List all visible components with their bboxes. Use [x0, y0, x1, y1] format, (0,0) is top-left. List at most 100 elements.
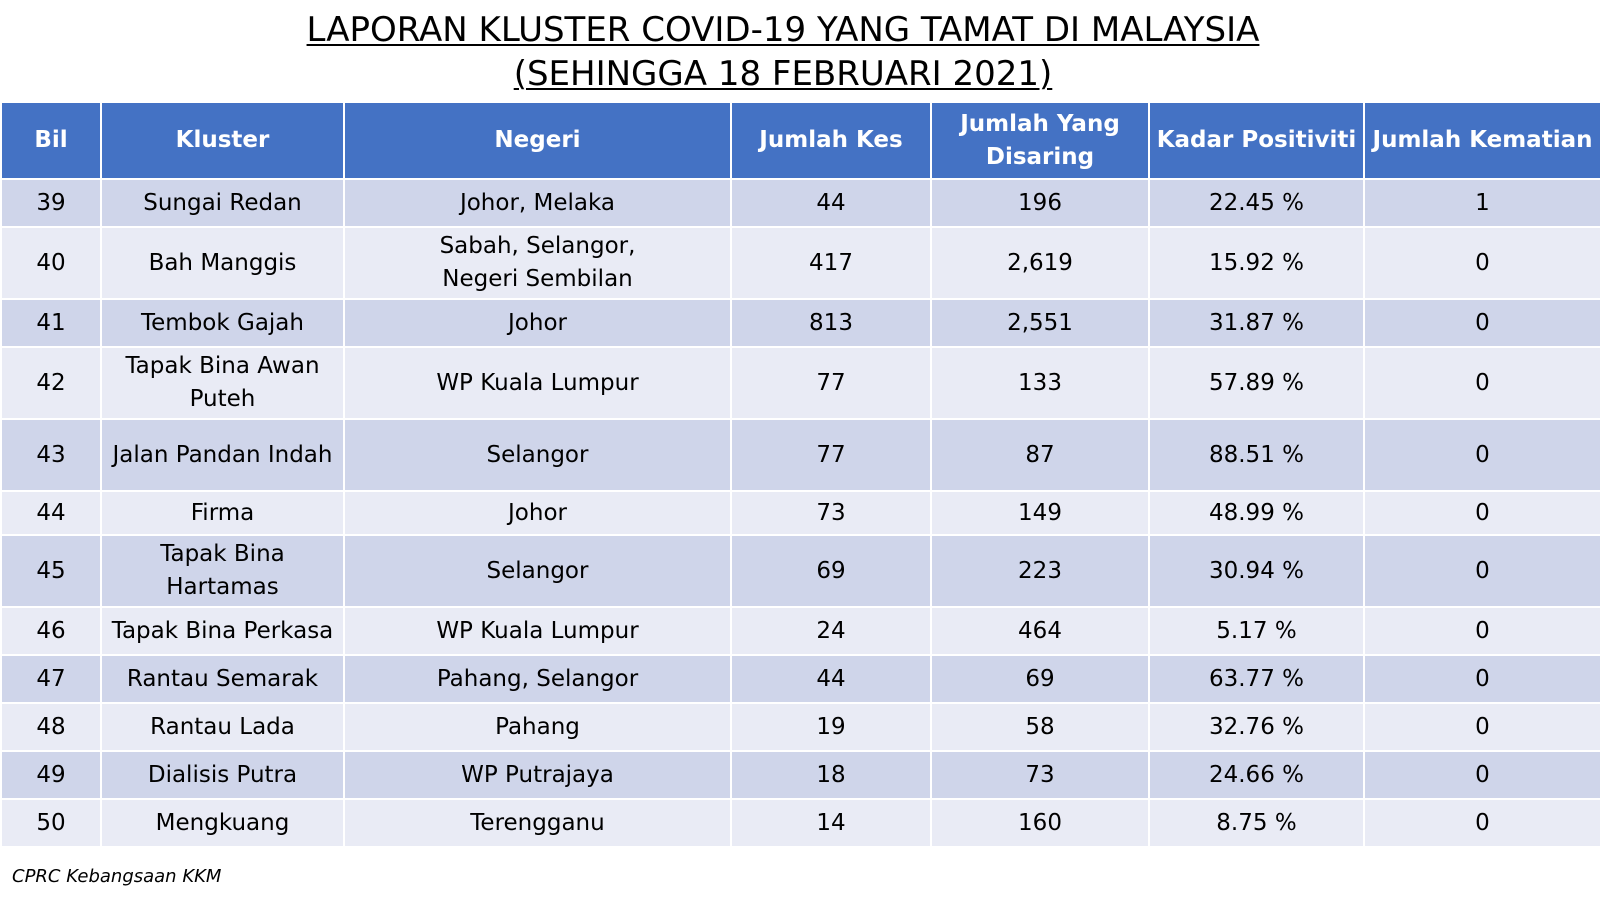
cell-kluster: Tapak Bina Awan Puteh	[100, 346, 345, 420]
cell-kadar-positiviti: 5.17 %	[1148, 606, 1365, 656]
cell-jumlah-kematian: 0	[1363, 490, 1600, 536]
cell-negeri: Terengganu	[343, 798, 732, 848]
cell-kluster: Bah Manggis	[100, 226, 345, 300]
cell-jumlah-kes: 44	[730, 178, 932, 228]
header-kluster: Kluster	[100, 101, 345, 180]
cell-bil: 43	[0, 418, 102, 492]
header-kadar-positiviti: Kadar Positiviti	[1148, 101, 1365, 180]
table-row: 42 Tapak Bina Awan Puteh WP Kuala Lumpur…	[0, 346, 1600, 420]
table-row: 49 Dialisis Putra WP Putrajaya 18 73 24.…	[0, 750, 1600, 800]
header-jumlah-disaring: Jumlah Yang Disaring	[930, 101, 1150, 180]
table-row: 46 Tapak Bina Perkasa WP Kuala Lumpur 24…	[0, 606, 1600, 656]
cell-jumlah-kes: 44	[730, 654, 932, 704]
table-row: 48 Rantau Lada Pahang 19 58 32.76 % 0	[0, 702, 1600, 752]
cell-jumlah-kematian: 0	[1363, 702, 1600, 752]
cell-bil: 40	[0, 226, 102, 300]
cell-negeri: Sabah, Selangor, Negeri Sembilan	[343, 226, 732, 300]
header-jumlah-kes: Jumlah Kes	[730, 101, 932, 180]
title-line-2: (SEHINGGA 18 FEBRUARI 2021)	[513, 54, 1053, 94]
cell-bil: 50	[0, 798, 102, 848]
table-row: 41 Tembok Gajah Johor 813 2,551 31.87 % …	[0, 298, 1600, 348]
cell-bil: 44	[0, 490, 102, 536]
table-row: 43 Jalan Pandan Indah Selangor 77 87 88.…	[0, 418, 1600, 492]
cell-kadar-positiviti: 32.76 %	[1148, 702, 1365, 752]
cell-kluster: Firma	[100, 490, 345, 536]
table-row: 47 Rantau Semarak Pahang, Selangor 44 69…	[0, 654, 1600, 704]
cell-kadar-positiviti: 15.92 %	[1148, 226, 1365, 300]
cell-kadar-positiviti: 8.75 %	[1148, 798, 1365, 848]
cell-negeri: Johor	[343, 298, 732, 348]
page-title: LAPORAN KLUSTER COVID-19 YANG TAMAT DI M…	[0, 8, 1566, 96]
cell-kluster: Dialisis Putra	[100, 750, 345, 800]
cell-jumlah-kes: 69	[730, 534, 932, 608]
cell-jumlah-disaring: 87	[930, 418, 1150, 492]
cell-negeri: Johor	[343, 490, 732, 536]
cell-jumlah-disaring: 2,551	[930, 298, 1150, 348]
table-row: 39 Sungai Redan Johor, Melaka 44 196 22.…	[0, 178, 1600, 228]
table-row: 44 Firma Johor 73 149 48.99 % 0	[0, 490, 1600, 536]
cell-jumlah-kematian: 0	[1363, 346, 1600, 420]
cell-jumlah-kes: 813	[730, 298, 932, 348]
cell-bil: 45	[0, 534, 102, 608]
cell-kadar-positiviti: 24.66 %	[1148, 750, 1365, 800]
cell-bil: 39	[0, 178, 102, 228]
cell-jumlah-disaring: 69	[930, 654, 1150, 704]
cell-kluster: Tapak Bina Hartamas	[100, 534, 345, 608]
table-row: 50 Mengkuang Terengganu 14 160 8.75 % 0	[0, 798, 1600, 848]
cell-jumlah-kematian: 0	[1363, 298, 1600, 348]
cell-jumlah-kes: 417	[730, 226, 932, 300]
cell-negeri: Pahang	[343, 702, 732, 752]
cell-jumlah-kes: 14	[730, 798, 932, 848]
cell-jumlah-kematian: 0	[1363, 798, 1600, 848]
cell-bil: 48	[0, 702, 102, 752]
cell-kluster: Sungai Redan	[100, 178, 345, 228]
cell-kadar-positiviti: 31.87 %	[1148, 298, 1365, 348]
cell-jumlah-kematian: 0	[1363, 226, 1600, 300]
cell-negeri: Pahang, Selangor	[343, 654, 732, 704]
cell-kluster: Jalan Pandan Indah	[100, 418, 345, 492]
cell-bil: 41	[0, 298, 102, 348]
cell-bil: 47	[0, 654, 102, 704]
cell-bil: 46	[0, 606, 102, 656]
cell-kadar-positiviti: 63.77 %	[1148, 654, 1365, 704]
cell-jumlah-disaring: 149	[930, 490, 1150, 536]
cell-kadar-positiviti: 88.51 %	[1148, 418, 1365, 492]
cell-jumlah-disaring: 160	[930, 798, 1150, 848]
cell-kadar-positiviti: 22.45 %	[1148, 178, 1365, 228]
cell-jumlah-kematian: 0	[1363, 750, 1600, 800]
cell-jumlah-disaring: 133	[930, 346, 1150, 420]
cell-kluster: Rantau Lada	[100, 702, 345, 752]
cell-kluster: Tapak Bina Perkasa	[100, 606, 345, 656]
cell-negeri: WP Kuala Lumpur	[343, 606, 732, 656]
cell-jumlah-disaring: 58	[930, 702, 1150, 752]
cell-bil: 42	[0, 346, 102, 420]
cell-negeri: Selangor	[343, 534, 732, 608]
cell-jumlah-kes: 73	[730, 490, 932, 536]
header-jumlah-kematian: Jumlah Kematian	[1363, 101, 1600, 180]
cell-jumlah-kes: 18	[730, 750, 932, 800]
cell-jumlah-kematian: 0	[1363, 606, 1600, 656]
cell-negeri: Selangor	[343, 418, 732, 492]
cell-kluster: Rantau Semarak	[100, 654, 345, 704]
source-note: CPRC Kebangsaan KKM	[12, 866, 222, 887]
table-row: 45 Tapak Bina Hartamas Selangor 69 223 3…	[0, 534, 1600, 608]
header-bil: Bil	[0, 101, 102, 180]
table-row: 40 Bah Manggis Sabah, Selangor, Negeri S…	[0, 226, 1600, 300]
cell-jumlah-disaring: 223	[930, 534, 1150, 608]
cell-jumlah-kematian: 1	[1363, 178, 1600, 228]
cell-jumlah-kematian: 0	[1363, 654, 1600, 704]
header-negeri: Negeri	[343, 101, 732, 180]
cell-jumlah-disaring: 73	[930, 750, 1150, 800]
cell-jumlah-disaring: 196	[930, 178, 1150, 228]
header-row: Bil Kluster Negeri Jumlah Kes Jumlah Yan…	[0, 101, 1600, 180]
cell-negeri: WP Putrajaya	[343, 750, 732, 800]
cell-jumlah-kematian: 0	[1363, 418, 1600, 492]
cell-jumlah-kes: 77	[730, 346, 932, 420]
cell-jumlah-kes: 24	[730, 606, 932, 656]
cell-jumlah-disaring: 464	[930, 606, 1150, 656]
cell-jumlah-kes: 19	[730, 702, 932, 752]
cell-kadar-positiviti: 30.94 %	[1148, 534, 1365, 608]
cell-negeri: Johor, Melaka	[343, 178, 732, 228]
cell-jumlah-kes: 77	[730, 418, 932, 492]
